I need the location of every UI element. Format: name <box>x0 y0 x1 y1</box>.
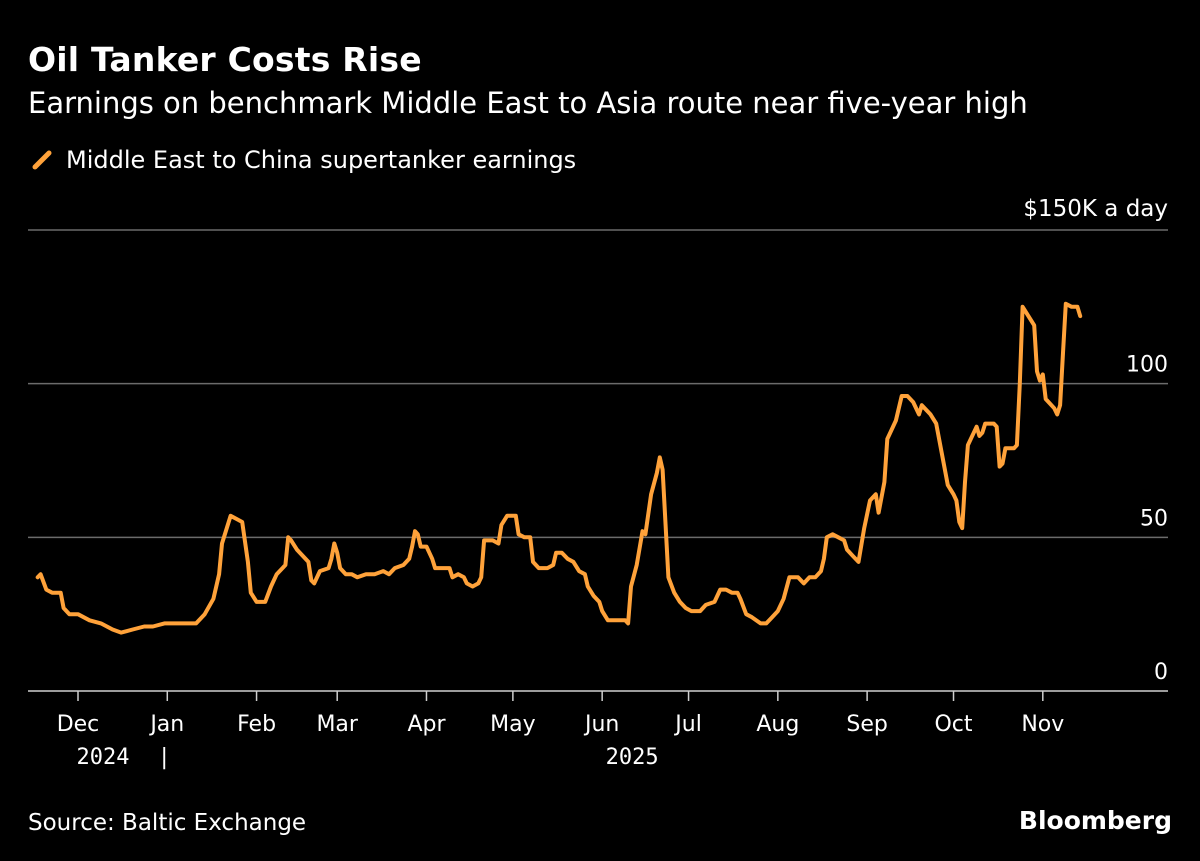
y-tick-label: 100 <box>1126 353 1168 378</box>
x-axis: Dec Jan Feb Mar Apr May Jun Jul Aug Sep Oct Nov 2024… <box>28 690 1168 770</box>
y-axis-ticks: 50 100 0 <box>1126 353 1168 685</box>
legend-swatch-icon <box>32 150 52 170</box>
y-tick-label: 0 <box>1154 660 1168 685</box>
legend: Middle East to China supertanker earning… <box>30 146 576 174</box>
x-tick-label: Jul <box>673 712 702 737</box>
gridlines <box>28 229 1168 539</box>
year-separator: | <box>158 745 171 770</box>
chart-subtitle: Earnings on benchmark Middle East to Asi… <box>28 86 1028 120</box>
source-note: Source: Baltic Exchange <box>28 810 307 836</box>
x-tick-label: Aug <box>756 712 799 737</box>
x-tick-label: Sep <box>846 712 887 737</box>
x-tick-label: Feb <box>237 712 276 737</box>
y-axis-unit-label: $150K a day <box>1023 196 1168 222</box>
y-tick-label: 50 <box>1140 506 1168 531</box>
x-year-label: 2024 <box>77 745 130 770</box>
x-tick-label: Jan <box>148 712 184 737</box>
x-tick-label: May <box>490 712 535 737</box>
x-tick-label: Dec <box>57 712 100 737</box>
chart-title: Oil Tanker Costs Rise <box>28 40 422 79</box>
x-tick-label: Mar <box>316 712 358 737</box>
bloomberg-logo: Bloomberg <box>1018 806 1172 835</box>
x-tick-label: Apr <box>407 712 446 737</box>
x-year-label: 2025 <box>606 745 659 770</box>
x-tick-label: Nov <box>1021 712 1064 737</box>
x-tick-label: Oct <box>934 712 972 737</box>
x-tick-label: Jun <box>583 712 619 737</box>
legend-label: Middle East to China supertanker earning… <box>66 146 577 174</box>
series-line-0 <box>35 301 1083 635</box>
series-layer <box>35 301 1083 635</box>
